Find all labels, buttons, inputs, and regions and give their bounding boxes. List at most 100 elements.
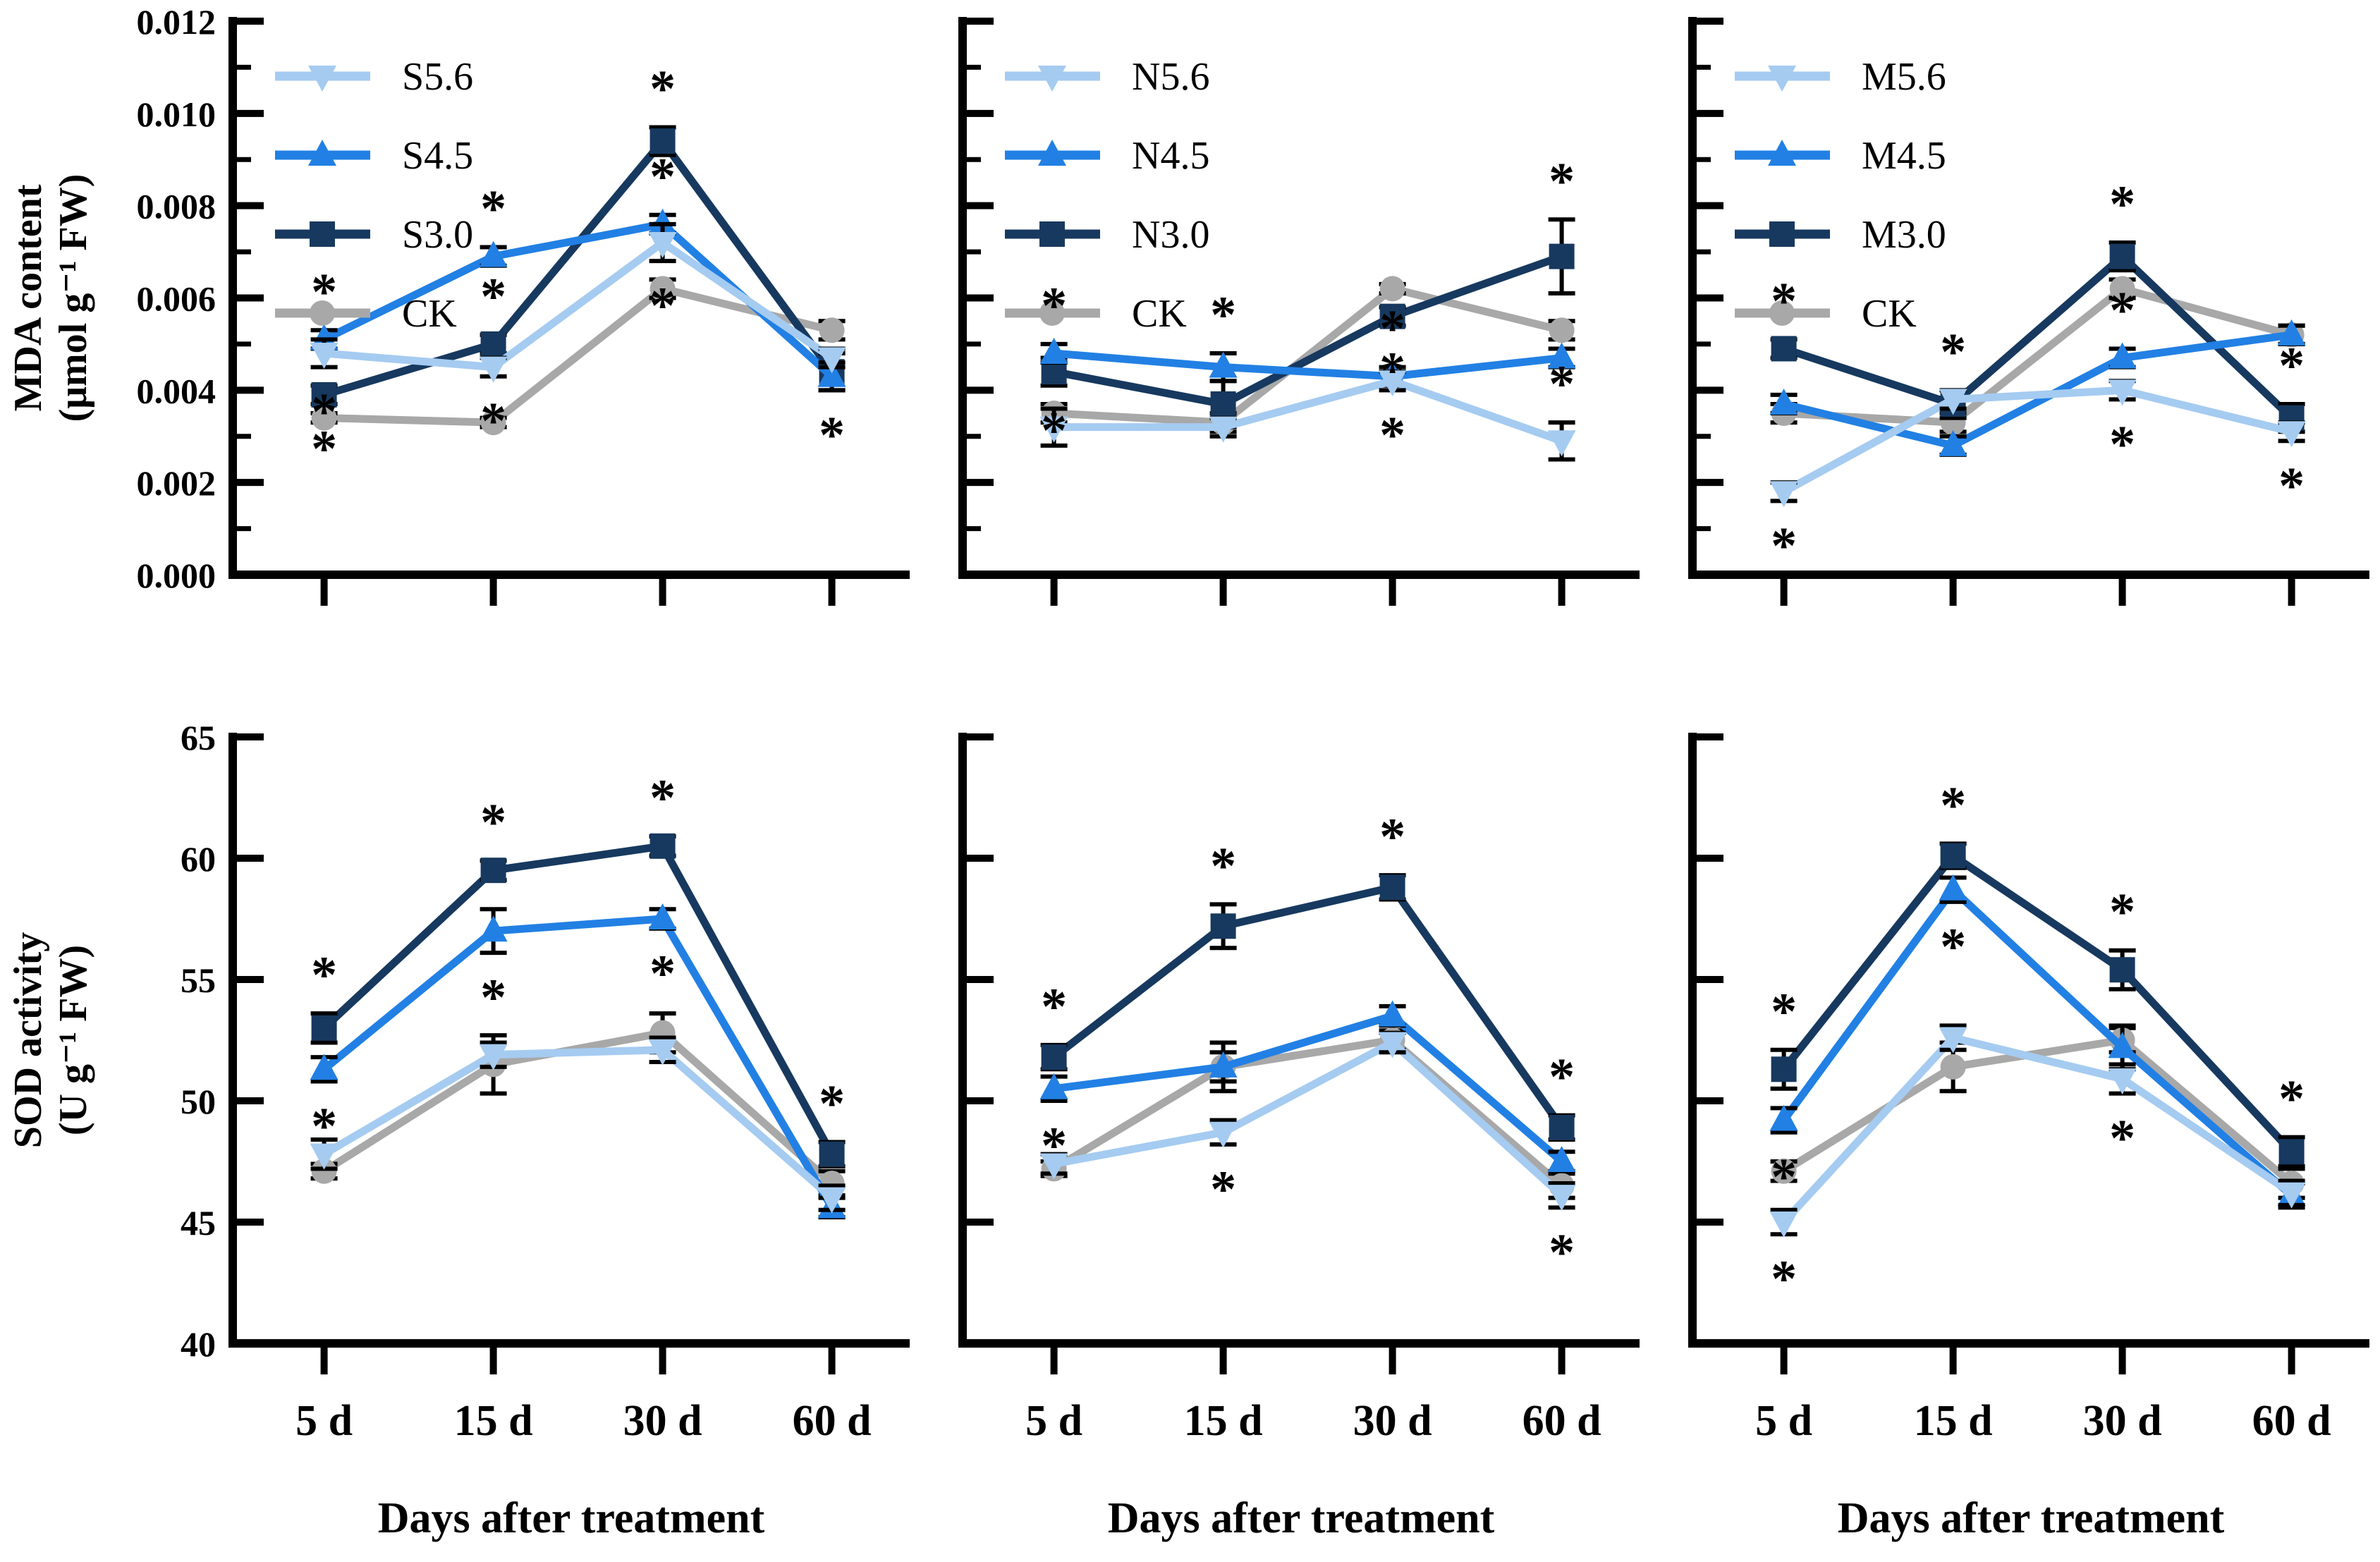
mda-m-chart: M5.6 M4.5 M3.0 CK * * * * * * * * xyxy=(1688,17,2369,606)
svg-text:*: * xyxy=(2278,337,2305,395)
svg-text:0.012: 0.012 xyxy=(137,2,216,42)
svg-text:*: * xyxy=(2109,415,2135,473)
svg-text:15 d: 15 d xyxy=(1914,1397,1993,1445)
svg-text:*: * xyxy=(1771,983,1797,1041)
svg-text:*: * xyxy=(1379,808,1405,866)
svg-text:*: * xyxy=(480,268,506,326)
svg-text:*: * xyxy=(311,263,337,321)
svg-text:5 d: 5 d xyxy=(295,1397,353,1445)
svg-text:*: * xyxy=(480,393,506,451)
svg-text:0.010: 0.010 xyxy=(137,94,216,134)
svg-text:*: * xyxy=(311,384,337,441)
svg-text:60 d: 60 d xyxy=(1522,1397,1601,1445)
panel-mda-m: M5.6 M4.5 M3.0 CK * * * * * * * * xyxy=(1650,0,2380,635)
svg-text:CK: CK xyxy=(1132,292,1187,336)
svg-text:*: * xyxy=(1771,1149,1797,1207)
panel-sod-s: 40 45 50 55 60 65 5 d 15 d 30 d 60 d Days after tr… xyxy=(0,635,920,1562)
svg-text:30 d: 30 d xyxy=(1353,1397,1432,1445)
svg-text:M3.0: M3.0 xyxy=(1862,213,1946,257)
svg-text:0.008: 0.008 xyxy=(137,187,216,226)
svg-text:*: * xyxy=(649,60,676,118)
svg-text:*: * xyxy=(1940,323,1966,381)
svg-text:0.002: 0.002 xyxy=(137,463,216,503)
svg-text:45: 45 xyxy=(181,1203,216,1243)
svg-text:CK: CK xyxy=(1862,292,1917,336)
svg-text:*: * xyxy=(1041,1117,1067,1175)
svg-text:*: * xyxy=(1771,517,1797,575)
svg-text:*: * xyxy=(2109,176,2135,233)
svg-text:*: * xyxy=(649,945,676,1003)
svg-text:*: * xyxy=(1210,1161,1236,1219)
svg-text:0.000: 0.000 xyxy=(137,556,216,595)
svg-text:5 d: 5 d xyxy=(1755,1397,1812,1445)
sod-s-chart: 40 45 50 55 60 65 5 d 15 d 30 d 60 d Days after tr… xyxy=(6,718,910,1542)
svg-text:SOD activity: SOD activity xyxy=(6,932,50,1148)
svg-text:15 d: 15 d xyxy=(1184,1397,1263,1445)
svg-text:*: * xyxy=(311,420,337,478)
sod-row: 40 45 50 55 60 65 5 d 15 d 30 d 60 d Days after tr… xyxy=(0,635,2380,1562)
svg-text:*: * xyxy=(480,181,506,238)
svg-text:N5.6: N5.6 xyxy=(1132,55,1209,99)
svg-text:40: 40 xyxy=(181,1324,216,1364)
svg-text:*: * xyxy=(2278,457,2305,515)
svg-text:Days after treatment: Days after treatment xyxy=(1838,1494,2225,1542)
panel-mda-s: 0.000 0.002 0.004 0.006 0.008 0.010 0.012 MDA c… xyxy=(0,0,920,635)
svg-text:*: * xyxy=(649,277,676,335)
svg-text:*: * xyxy=(819,1075,845,1133)
svg-text:60 d: 60 d xyxy=(2252,1397,2331,1445)
svg-text:*: * xyxy=(649,769,676,827)
svg-text:*: * xyxy=(1379,406,1405,464)
svg-text:S5.6: S5.6 xyxy=(402,55,473,99)
svg-text:CK: CK xyxy=(402,292,457,336)
mda-s-chart: 0.000 0.002 0.004 0.006 0.008 0.010 0.012 MDA c… xyxy=(6,2,910,606)
svg-text:60 d: 60 d xyxy=(793,1397,872,1445)
svg-text:*: * xyxy=(1549,1049,1575,1106)
svg-text:*: * xyxy=(1549,1224,1575,1281)
panel-sod-n: 5 d 15 d 30 d 60 d Days after treatment * * * * *… xyxy=(920,635,1650,1562)
panel-mda-n: N5.6 N4.5 N3.0 CK * * * * * * * * xyxy=(920,0,1650,635)
svg-text:*: * xyxy=(819,406,845,464)
svg-text:*: * xyxy=(480,793,506,851)
svg-text:*: * xyxy=(1041,978,1067,1036)
svg-text:30 d: 30 d xyxy=(2083,1397,2162,1445)
svg-text:55: 55 xyxy=(181,960,216,1000)
svg-text:0.006: 0.006 xyxy=(137,279,216,319)
svg-text:(μmol g⁻¹ FW): (μmol g⁻¹ FW) xyxy=(51,174,95,422)
svg-text:*: * xyxy=(1940,776,1966,834)
svg-text:Days after treatment: Days after treatment xyxy=(378,1494,765,1542)
svg-text:5 d: 5 d xyxy=(1025,1397,1082,1445)
svg-text:MDA content: MDA content xyxy=(6,184,50,411)
svg-text:*: * xyxy=(1041,402,1067,460)
mda-n-chart: N5.6N4.5N3.0CK******** xyxy=(958,17,1640,606)
svg-text:50: 50 xyxy=(181,1082,216,1121)
svg-text:*: * xyxy=(1771,1250,1797,1308)
svg-text:*: * xyxy=(480,969,506,1027)
svg-text:15 d: 15 d xyxy=(454,1397,533,1445)
svg-text:*: * xyxy=(1549,355,1575,413)
svg-text:0.004: 0.004 xyxy=(137,371,216,410)
mda-row: 0.000 0.002 0.004 0.006 0.008 0.010 0.012 MDA c… xyxy=(0,0,2380,635)
svg-text:N3.0: N3.0 xyxy=(1132,213,1209,257)
sod-n-chart: 5 d 15 d 30 d 60 d Days after treatment * * * * *… xyxy=(958,733,1640,1542)
svg-text:*: * xyxy=(649,148,676,206)
svg-text:N4.5: N4.5 xyxy=(1132,134,1209,178)
svg-text:*: * xyxy=(2278,1070,2305,1128)
svg-text:*: * xyxy=(1210,286,1236,344)
svg-text:65: 65 xyxy=(181,718,216,757)
svg-text:*: * xyxy=(1210,837,1236,895)
svg-text:M4.5: M4.5 xyxy=(1862,134,1946,178)
svg-text:*: * xyxy=(311,946,337,1004)
svg-text:S4.5: S4.5 xyxy=(402,134,473,178)
svg-text:*: * xyxy=(2109,281,2135,339)
svg-text:*: * xyxy=(1379,300,1405,358)
svg-text:*: * xyxy=(1379,342,1405,400)
svg-text:*: * xyxy=(1940,918,1966,976)
svg-text:30 d: 30 d xyxy=(623,1397,702,1445)
sod-m-chart: 5 d 15 d 30 d 60 d Days after treatment * * * * *… xyxy=(1688,733,2369,1542)
svg-text:*: * xyxy=(2109,1110,2135,1168)
svg-text:*: * xyxy=(1771,272,1797,330)
svg-text:Days after treatment: Days after treatment xyxy=(1108,1494,1495,1542)
svg-text:*: * xyxy=(311,1097,337,1155)
svg-text:M5.6: M5.6 xyxy=(1862,55,1946,99)
